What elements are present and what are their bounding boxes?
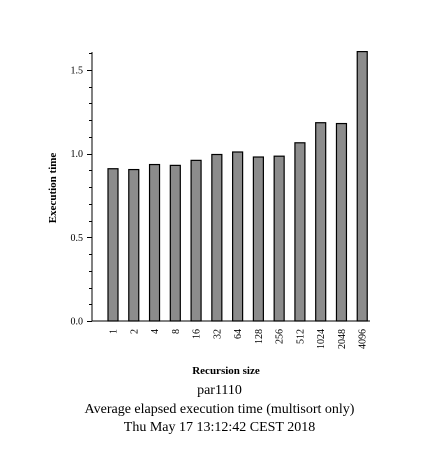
bar-256 <box>273 155 285 322</box>
bars <box>107 50 368 322</box>
bar-1024 <box>315 122 327 322</box>
bar-64 <box>232 151 244 322</box>
bar-16 <box>190 159 202 322</box>
bar-8 <box>169 164 181 322</box>
caption-host: par1110 <box>197 383 242 398</box>
x-tick-label: 128 <box>254 329 265 344</box>
y-tick-label: 1.0 <box>71 149 84 160</box>
x-tick-label: 256 <box>275 329 286 344</box>
y-tick-label: 1.5 <box>71 66 84 77</box>
bar-4 <box>148 163 161 322</box>
bar-2048 <box>335 122 348 322</box>
x-tick-labels: 1 2 4 8 16 32 64 128 256 512 1024 2048 4096 <box>109 329 369 349</box>
x-tick-label: 1024 <box>316 329 327 349</box>
x-tick-label: 16 <box>192 329 203 339</box>
x-axis-label: Recursion size <box>192 365 260 377</box>
bar-chart: 0.0 0.5 1.0 1.5 1 2 4 8 16 32 64 128 256 512 1024 2048… <box>47 50 370 377</box>
bar-128 <box>252 156 264 322</box>
x-tick-label: 32 <box>212 329 223 339</box>
y-axis-label: Execution time <box>47 153 59 224</box>
x-tick-label: 1 <box>109 329 120 334</box>
caption-timestamp: Thu May 17 13:12:42 CEST 2018 <box>123 420 316 435</box>
y-tick-label: 0.0 <box>71 317 84 328</box>
x-tick-label: 512 <box>295 329 306 344</box>
caption-title: Average elapsed execution time (multisor… <box>84 402 355 417</box>
bar-512 <box>294 142 306 322</box>
x-tick-label: 64 <box>233 329 244 339</box>
x-tick-label: 2 <box>129 329 140 334</box>
x-tick-label: 4096 <box>358 329 369 349</box>
bar-4096 <box>356 50 368 322</box>
y-tick-label: 0.5 <box>71 233 84 244</box>
x-tick-label: 4 <box>150 329 161 334</box>
x-tick-label: 8 <box>171 329 182 334</box>
bar-32 <box>211 153 223 322</box>
x-tick-label: 2048 <box>337 329 348 349</box>
bar-2 <box>128 168 140 322</box>
bar-1 <box>107 168 119 322</box>
